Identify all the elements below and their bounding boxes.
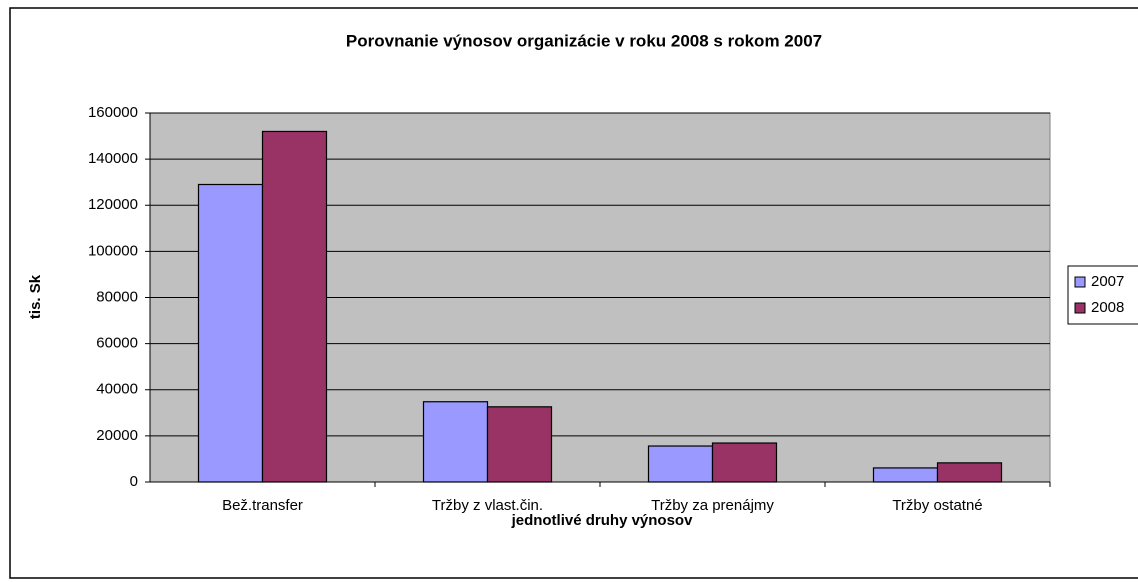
y-axis-title: tis. Sk bbox=[27, 274, 44, 319]
bar bbox=[647, 445, 714, 483]
x-tick-label: Tržby ostatné bbox=[892, 497, 982, 514]
x-tick-label: Tržby z vlast.čin. bbox=[432, 497, 543, 514]
y-tick-label: 160000 bbox=[88, 104, 138, 121]
y-tick-label: 120000 bbox=[88, 196, 138, 213]
y-tick-label: 100000 bbox=[88, 242, 138, 259]
bar bbox=[711, 442, 778, 483]
bar bbox=[936, 462, 1003, 483]
y-tick-label: 140000 bbox=[88, 150, 138, 167]
legend bbox=[1067, 265, 1138, 325]
y-tick-label: 20000 bbox=[96, 427, 138, 444]
x-tick-label: Tržby za prenájmy bbox=[651, 497, 774, 514]
bar bbox=[422, 401, 489, 483]
bar bbox=[872, 467, 939, 483]
legend-label: 2007 bbox=[1091, 273, 1124, 290]
y-tick-label: 0 bbox=[130, 473, 138, 490]
bar bbox=[486, 406, 553, 483]
legend-swatch bbox=[1074, 302, 1086, 314]
x-axis-title: jednotlivé druhy výnosov bbox=[511, 512, 694, 529]
x-tick-label: Bež.transfer bbox=[222, 497, 303, 514]
y-tick-label: 80000 bbox=[96, 288, 138, 305]
bar bbox=[197, 183, 264, 483]
legend-label: 2008 bbox=[1091, 299, 1124, 316]
legend-swatch bbox=[1074, 276, 1086, 288]
bar bbox=[261, 130, 328, 483]
y-tick-label: 60000 bbox=[96, 335, 138, 352]
chart-title: Porovnanie výnosov organizácie v roku 20… bbox=[346, 31, 822, 50]
y-tick-label: 40000 bbox=[96, 381, 138, 398]
